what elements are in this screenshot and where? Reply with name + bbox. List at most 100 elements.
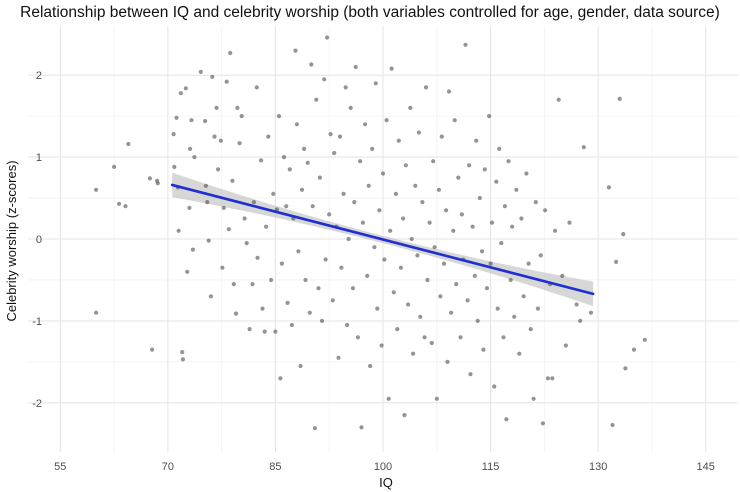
data-point xyxy=(281,155,287,160)
data-point xyxy=(465,298,470,303)
y-tick-label: -1 xyxy=(32,316,42,328)
data-point xyxy=(429,340,434,346)
data-point xyxy=(336,355,341,360)
data-point xyxy=(526,261,531,266)
x-tick-label: 145 xyxy=(697,461,715,473)
data-point xyxy=(492,384,497,389)
grid-lines xyxy=(28,26,738,452)
data-point xyxy=(538,253,543,258)
data-point xyxy=(482,167,487,172)
data-point xyxy=(415,253,420,258)
data-point xyxy=(190,247,195,252)
data-point xyxy=(468,372,473,377)
data-point xyxy=(436,187,441,192)
data-point xyxy=(524,171,529,176)
data-point xyxy=(403,163,408,168)
data-point xyxy=(264,224,269,229)
data-point xyxy=(560,273,565,278)
data-point xyxy=(512,314,517,319)
data-point xyxy=(176,228,181,233)
data-point xyxy=(230,178,235,183)
data-point xyxy=(214,105,219,110)
data-point xyxy=(578,318,583,323)
data-point xyxy=(309,62,314,67)
data-point xyxy=(454,282,459,287)
data-point xyxy=(210,74,215,79)
data-point xyxy=(123,204,128,209)
data-point xyxy=(543,208,548,213)
data-point xyxy=(94,310,99,315)
data-point xyxy=(237,141,242,146)
data-point xyxy=(458,335,463,340)
data-point xyxy=(218,138,223,143)
data-point xyxy=(302,146,307,151)
data-point xyxy=(255,255,260,260)
x-tick-label: 85 xyxy=(269,461,281,473)
regression-line xyxy=(170,183,595,296)
data-point xyxy=(233,311,239,316)
y-tick-label: 1 xyxy=(36,152,42,164)
data-point xyxy=(380,171,386,176)
data-point xyxy=(463,42,468,47)
data-point xyxy=(382,257,387,262)
data-point xyxy=(495,306,500,311)
data-point xyxy=(614,259,619,264)
data-point xyxy=(325,35,330,40)
data-point xyxy=(112,164,117,169)
data-point xyxy=(425,277,430,283)
data-point xyxy=(574,302,579,307)
data-point xyxy=(365,273,370,278)
data-point xyxy=(220,265,225,270)
data-point xyxy=(251,200,256,205)
data-point xyxy=(398,265,403,270)
data-point xyxy=(581,145,586,150)
data-point xyxy=(296,249,301,254)
data-point xyxy=(420,200,425,205)
x-tick-label: 130 xyxy=(589,461,607,473)
data-point xyxy=(556,97,561,102)
data-point xyxy=(521,294,526,299)
data-point xyxy=(359,425,364,430)
data-point xyxy=(332,150,337,156)
data-point xyxy=(293,48,298,53)
data-point xyxy=(479,249,485,254)
data-point xyxy=(474,138,479,143)
data-point xyxy=(438,294,443,299)
data-point xyxy=(494,179,499,184)
data-point xyxy=(341,191,346,196)
data-point xyxy=(533,200,538,205)
data-point xyxy=(327,212,332,217)
data-point xyxy=(337,134,343,139)
data-point xyxy=(451,228,456,233)
regression-line-path xyxy=(170,183,595,296)
data-point xyxy=(198,69,203,74)
data-point xyxy=(427,220,432,225)
data-point xyxy=(406,302,411,307)
data-point xyxy=(517,351,522,356)
data-point xyxy=(205,200,210,205)
data-point xyxy=(355,335,360,340)
chart-title: Relationship between IQ and celebrity wo… xyxy=(20,4,720,21)
x-tick-label: 115 xyxy=(482,461,500,473)
data-point xyxy=(386,396,391,401)
data-points xyxy=(94,35,647,431)
data-point xyxy=(550,376,555,381)
data-point xyxy=(472,273,477,278)
data-point xyxy=(459,212,464,217)
data-point xyxy=(203,118,208,124)
data-point xyxy=(319,318,325,323)
data-point xyxy=(298,363,303,369)
data-point xyxy=(178,91,183,96)
data-point xyxy=(203,183,208,188)
data-point xyxy=(323,257,328,262)
data-point xyxy=(271,191,276,196)
y-tick-label: 2 xyxy=(36,70,42,82)
data-point xyxy=(346,236,351,242)
data-point xyxy=(475,318,480,323)
data-point xyxy=(294,122,299,127)
data-point xyxy=(174,115,179,120)
data-point xyxy=(418,314,423,319)
data-point xyxy=(519,216,524,221)
data-point xyxy=(189,118,194,123)
data-point xyxy=(345,322,350,328)
